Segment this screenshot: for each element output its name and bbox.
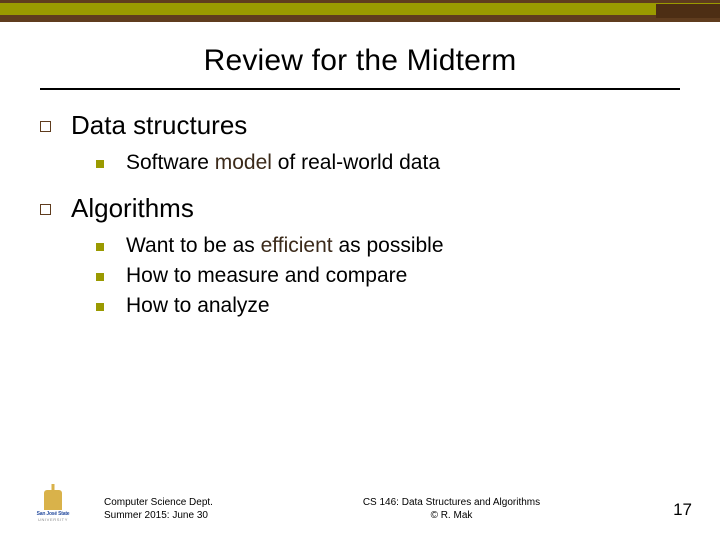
title-area: Review for the Midterm (0, 44, 720, 90)
footer: San José State UNIVERSITY Computer Scien… (0, 490, 720, 522)
bar-brown-thick (0, 15, 720, 22)
bullet-list: Data structures Software model of real-w… (40, 110, 680, 318)
title-rule (40, 88, 680, 90)
list-item: Algorithms Want to be as efficient as po… (40, 193, 680, 318)
slide: Review for the Midterm Data structures S… (0, 0, 720, 540)
top-ornament (0, 0, 720, 22)
bullet-fill-icon (96, 303, 104, 311)
list-item: Data structures Software model of real-w… (40, 110, 680, 175)
bullet-fill-icon (96, 273, 104, 281)
logo-text-sub: UNIVERSITY (38, 517, 68, 522)
page-number: 17 (673, 500, 692, 520)
list-item: How to analyze (96, 294, 680, 318)
lvl2-label: Software model of real-world data (126, 151, 440, 175)
list-item: Want to be as efficient as possible (96, 234, 680, 258)
bullet-open-icon (40, 121, 51, 132)
lvl2-label: Want to be as efficient as possible (126, 234, 444, 258)
bullet-fill-icon (96, 160, 104, 168)
logo-tower-icon (44, 490, 62, 510)
accent-block (656, 4, 720, 18)
bullet-fill-icon (96, 243, 104, 251)
slide-title: Review for the Midterm (0, 44, 720, 78)
list-item: How to measure and compare (96, 264, 680, 288)
emphasis: efficient (261, 234, 333, 257)
lvl1-label: Algorithms (71, 193, 194, 224)
sublist: Want to be as efficient as possible How … (96, 234, 680, 318)
lvl1-label: Data structures (71, 110, 247, 141)
sublist: Software model of real-world data (96, 151, 680, 175)
lvl2-label: How to measure and compare (126, 264, 407, 288)
lvl2-label: How to analyze (126, 294, 270, 318)
emphasis: model (215, 151, 272, 174)
content: Data structures Software model of real-w… (40, 110, 680, 336)
footer-center: CS 146: Data Structures and Algorithms ©… (183, 497, 720, 522)
list-item: Software model of real-world data (96, 151, 680, 175)
footer-copyright: © R. Mak (183, 510, 720, 523)
footer-course: CS 146: Data Structures and Algorithms (183, 497, 720, 510)
university-logo: San José State UNIVERSITY (28, 490, 78, 522)
bullet-open-icon (40, 204, 51, 215)
bar-olive (0, 3, 720, 15)
